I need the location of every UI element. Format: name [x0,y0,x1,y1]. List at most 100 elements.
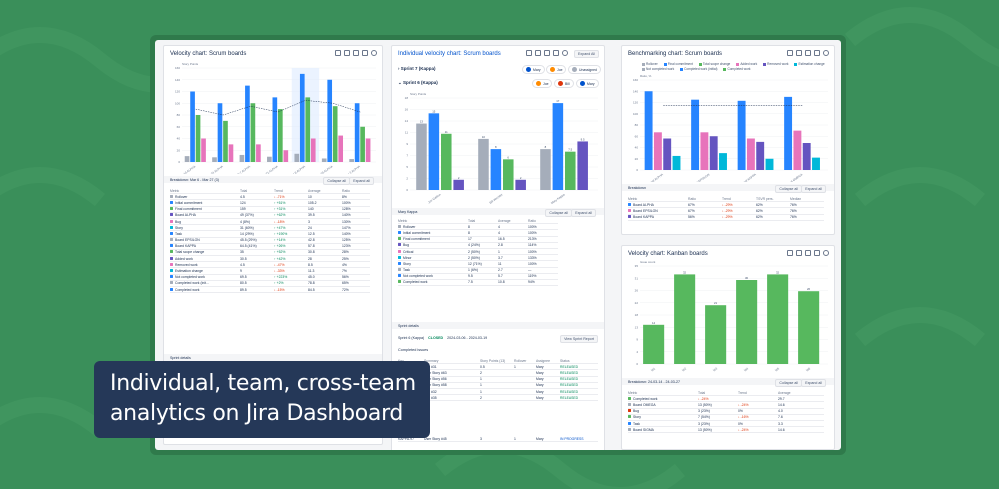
bar[interactable] [283,150,289,162]
collapse-all-button[interactable]: Collapse all [775,185,802,193]
legend-item[interactable]: Rollover [642,62,658,66]
bar[interactable] [767,274,789,364]
table-row[interactable]: Initial commitment 8 4 100% [398,230,558,237]
sprint-7-row[interactable]: › Sprint 7 (Kappa) [398,66,436,71]
legend-item[interactable]: Not completed work [642,67,674,71]
table-row[interactable]: Bug 4 (24%) 2.8 114% [398,243,558,249]
table-row[interactable]: Added work 30.5 ↑ +42% 28 25% [170,256,370,263]
table-row[interactable]: Rollover 8 4 100% [398,224,558,231]
bar[interactable] [674,274,696,364]
bar[interactable] [812,157,820,170]
expand-all-button[interactable]: Expand All [574,50,599,58]
user-filter-mary[interactable]: Mary [522,65,545,74]
bar[interactable] [338,135,344,162]
bar[interactable] [705,305,727,364]
grid-icon[interactable] [353,50,359,56]
copy-icon[interactable] [535,50,541,56]
table-row[interactable]: Completed work 89.5 ↓ -15% 84.5 72% [170,287,370,294]
table-row[interactable]: KAPPA-97 User Story #45 3 1 Mary IN PROGRESS [398,436,598,443]
table-row[interactable]: Not completed work 9.5 5.7 119% [398,274,558,280]
bar[interactable] [327,79,333,162]
bar[interactable] [267,156,272,162]
user-filter-bill[interactable]: Bill [554,79,574,88]
mary-kappa-header[interactable]: Mary Kappa Collapse all Expand all [392,208,604,217]
table-row[interactable]: Critical 2 (50%) 1 100% [398,249,558,256]
bar[interactable] [515,179,526,190]
user-filter-unassigned[interactable]: Unassigned [568,65,601,74]
table-row[interactable]: Completed work ↓ -24% 29.7 [628,396,824,403]
table-row[interactable]: Initial commitment 124 ↑ +51% 105.2 100% [170,200,370,207]
legend-item[interactable]: Completed work [723,67,751,71]
bar[interactable] [798,291,820,364]
table-row[interactable]: Not completed work 69.5 ↑ +223% 45.0 56% [170,275,370,281]
table-row[interactable]: Bug 4 (8%) ↓ -18% 3 130% [170,219,370,226]
bar[interactable] [577,141,588,190]
table-row[interactable]: Completed work (init... 80.5 ↑ +2% 78.8 65% [170,281,370,287]
table-row[interactable]: Board ALPHA 49 (37%) ↑ +62% 39.5 140% [170,213,370,219]
settings-icon[interactable] [787,250,793,256]
table-row[interactable]: Task 3 (23%) 0% 3.3 [628,421,824,428]
copy-icon[interactable] [796,50,802,56]
help-icon[interactable] [823,50,829,56]
bar[interactable] [478,138,489,190]
legend-item[interactable]: Added work [736,62,757,66]
bar[interactable] [256,144,261,162]
bar[interactable] [416,123,427,190]
bar[interactable] [272,97,278,162]
user-filter-joe[interactable]: Joe [546,65,567,74]
bar[interactable] [245,85,250,162]
bar[interactable] [793,130,802,170]
bar[interactable] [672,155,681,170]
collapse-all-button[interactable]: Collapse all [545,209,572,217]
table-row[interactable]: Final commitment 17 16.5 213% [398,237,558,243]
bar[interactable] [278,109,283,162]
bar[interactable] [802,143,811,170]
bar[interactable] [644,91,653,170]
bar[interactable] [365,138,371,163]
bar[interactable] [310,138,316,163]
legend-item[interactable]: Removed work [763,62,788,66]
table-row[interactable]: Board KAPPA 56% ↓ -29% 62% 76% [628,215,824,221]
table-row[interactable]: Board OMEGA 13 (50%) ↓ -24% 14.6 [628,402,824,409]
user-filter-joe-2[interactable]: Joe [532,79,553,88]
bar[interactable] [212,157,217,162]
table-row[interactable]: Story 12 (71%) 11 100% [398,261,558,268]
collapse-all-button[interactable]: Collapse all [775,379,802,387]
legend-item[interactable]: Total scope change [698,62,730,66]
sprint-details-header[interactable]: Sprint details [164,354,382,361]
bar[interactable] [239,154,245,162]
bar[interactable] [354,103,360,162]
table-row[interactable]: Completed work 7.5 10.8 94% [398,280,558,287]
help-icon[interactable] [371,50,377,56]
table-row[interactable]: Board EPSILON 45.5 (29%) ↑ +14% 42.8 125% [170,238,370,244]
help-icon[interactable] [562,50,568,56]
lock-icon[interactable] [362,50,368,56]
bar[interactable] [299,73,305,162]
legend-item[interactable]: Final commitment [663,62,693,66]
bar[interactable] [195,115,201,162]
legend-item[interactable]: Estimation change [794,62,825,66]
bar[interactable] [428,113,440,190]
bar[interactable] [321,158,327,162]
grid-icon[interactable] [805,50,811,56]
copy-icon[interactable] [796,250,802,256]
expand-all-button[interactable]: Expand all [349,177,374,185]
bar[interactable] [217,103,223,162]
breakdown-header[interactable]: Breakdown: Mar 6 - Mar 27 (3) Collapse a… [164,176,382,185]
table-row[interactable]: Board ALPHA 67% ↓ -29% 62% 76% [628,202,824,209]
table-row[interactable]: Final commitment 159 ↑ +31% 140 128% [170,207,370,213]
user-filter-mary-2[interactable]: Mary [576,79,599,88]
grid-icon[interactable] [805,250,811,256]
table-row[interactable]: Minor 2 (50%) 3.7 133% [398,255,558,262]
table-row[interactable]: Task 1 (6%) 2.7 — [398,268,558,274]
sprint-6-row[interactable]: ⌄ Sprint 6 (Kappa) [398,80,438,85]
table-row[interactable]: Bug 3 (23%) 0% 4.0 [628,409,824,415]
bar[interactable] [663,138,672,171]
table-row[interactable]: Total scope change 35 ↑ +52% 30.8 28% [170,250,370,257]
table-row[interactable]: Board KAPPA 64.5 (41%) ↑ +26% 57.8 123% [170,244,370,250]
bar[interactable] [643,324,665,364]
bar[interactable] [360,126,365,162]
breakdown-header[interactable]: Breakdown: 24-03-14 - 24-03-27 Collapse … [622,378,834,387]
bar[interactable] [184,156,190,162]
bar[interactable] [190,91,195,163]
